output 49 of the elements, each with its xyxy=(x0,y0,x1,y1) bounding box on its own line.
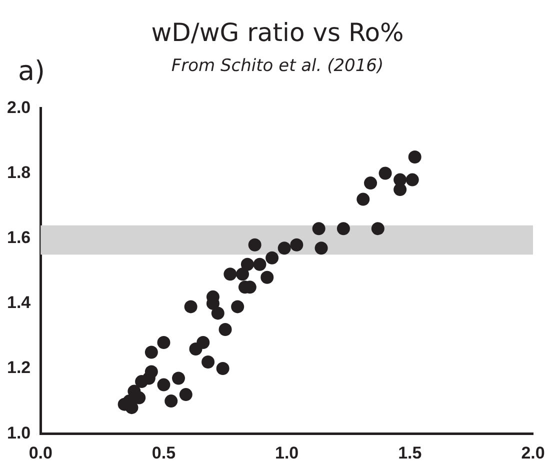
text: a) xyxy=(18,56,46,87)
x-tick-label: 2.0 xyxy=(521,443,545,462)
y-tick-label: 1.8 xyxy=(6,162,31,182)
y-tick-label: 1.2 xyxy=(6,358,31,378)
point xyxy=(394,183,407,196)
point xyxy=(253,258,266,271)
point xyxy=(179,388,192,402)
point xyxy=(218,322,232,336)
point xyxy=(312,222,326,236)
point xyxy=(364,176,378,190)
point xyxy=(240,258,254,271)
y-tick-label: 1.6 xyxy=(6,228,31,248)
point xyxy=(216,362,230,376)
point xyxy=(164,394,178,408)
point xyxy=(371,222,384,236)
y-tick-label: 1.4 xyxy=(6,293,32,312)
point xyxy=(211,306,224,320)
point xyxy=(224,268,237,281)
point xyxy=(356,192,370,206)
point xyxy=(290,238,304,252)
point xyxy=(266,251,279,264)
x-tick-label: 0.5 xyxy=(152,443,176,462)
point xyxy=(378,166,392,180)
point xyxy=(184,300,198,314)
point xyxy=(231,300,244,314)
chart-title: wD/wG ratio vs Ro% xyxy=(150,18,405,47)
point xyxy=(202,356,215,369)
point xyxy=(236,268,250,281)
point xyxy=(406,173,419,186)
point xyxy=(278,242,291,255)
point xyxy=(408,150,422,164)
point xyxy=(248,238,262,252)
y-tick-label: 1.0 xyxy=(6,423,31,442)
x-tick-label: 0.0 xyxy=(28,443,52,462)
point xyxy=(260,270,274,284)
point xyxy=(132,391,146,404)
point xyxy=(314,242,328,255)
point xyxy=(144,346,158,359)
point xyxy=(336,222,350,236)
chart-subtitle: From Schito et al. (2016) xyxy=(171,56,384,76)
point xyxy=(172,372,185,385)
point xyxy=(157,336,170,349)
point xyxy=(196,336,210,349)
x-tick-label: 1.5 xyxy=(398,443,422,462)
x-tick-label: 1.0 xyxy=(274,443,299,462)
point xyxy=(157,378,170,392)
point xyxy=(125,401,138,414)
y-tick-label: 2.0 xyxy=(6,98,31,117)
point xyxy=(144,365,158,378)
